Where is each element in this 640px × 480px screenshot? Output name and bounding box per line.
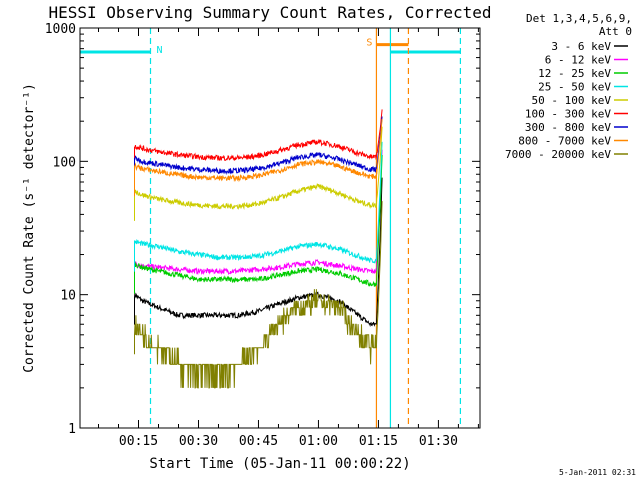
y-axis-label: Corrected Count Rate (s⁻¹ detector⁻¹)	[22, 83, 37, 373]
legend-label: 800 - 7000 keV	[518, 135, 611, 148]
axis-layer: 00:15 00:30 00:45 01:00 01:15 01:30 1 10 100 1000	[45, 22, 480, 449]
series-line-5	[134, 109, 383, 177]
chart-title: HESSI Observing Summary Count Rates, Cor…	[48, 3, 491, 22]
series-layer	[134, 109, 383, 389]
series-line-3	[134, 141, 383, 272]
legend-label: 300 - 800 keV	[525, 121, 611, 134]
legend-label: 12 - 25 keV	[538, 67, 611, 80]
y-tick-label: 1000	[45, 22, 76, 37]
x-tick-label: 00:15	[119, 434, 158, 449]
series-line-2	[134, 154, 383, 294]
legend-label: 25 - 50 keV	[538, 81, 611, 94]
x-tick-label: 01:00	[299, 434, 338, 449]
flag-label: S	[366, 38, 372, 49]
x-tick-label: 00:45	[239, 434, 278, 449]
legend-header: Det 1,3,4,5,6,9,	[526, 12, 632, 25]
x-tick-label: 00:30	[179, 434, 218, 449]
legend-label: 7000 - 20000 keV	[505, 148, 611, 161]
series-line-4	[134, 126, 383, 221]
series-line-1	[134, 149, 383, 294]
series-line-8	[134, 201, 383, 389]
annotation-layer: NS	[80, 28, 462, 428]
legend-label: 50 - 100 keV	[532, 94, 612, 107]
footer-timestamp: 5-Jan-2011 02:31	[559, 468, 636, 477]
x-tick-label: 01:30	[419, 434, 458, 449]
legend-label: 6 - 12 keV	[545, 54, 612, 67]
legend-label: 3 - 6 keV	[551, 40, 611, 53]
x-tick-label: 01:15	[359, 434, 398, 449]
plot-frame	[79, 27, 481, 429]
series-line-6	[134, 116, 383, 188]
x-axis-label: Start Time (05-Jan-11 00:00:22)	[149, 456, 410, 472]
y-tick-label: 100	[53, 155, 76, 170]
series-line-7	[134, 119, 383, 197]
y-tick-label: 10	[60, 289, 76, 304]
flag-label: N	[156, 45, 162, 56]
y-tick-label: 1	[68, 422, 76, 437]
legend-label: 100 - 300 keV	[525, 108, 611, 121]
legend-header: Att 0	[599, 25, 632, 38]
